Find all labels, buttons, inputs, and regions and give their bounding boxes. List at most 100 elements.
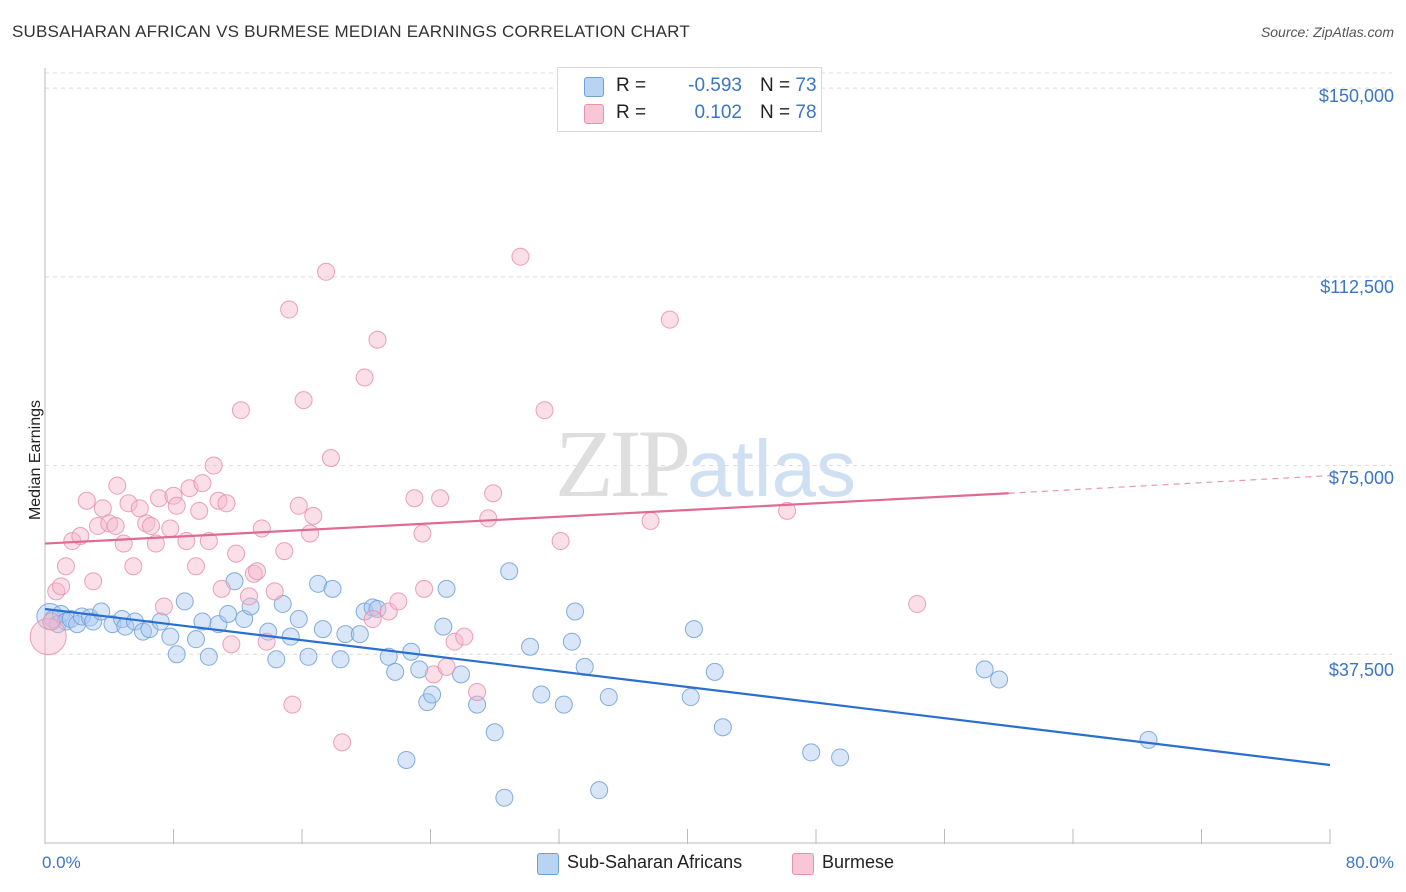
data-point-pink xyxy=(280,300,299,319)
data-point-blue xyxy=(802,743,821,762)
data-point-pink xyxy=(114,534,133,553)
data-point-pink xyxy=(551,532,570,551)
data-point-pink xyxy=(660,310,679,329)
data-point-pink xyxy=(204,456,223,475)
data-point-blue xyxy=(267,650,286,669)
data-point-blue xyxy=(705,662,724,681)
data-point-pink xyxy=(84,572,103,591)
axes xyxy=(44,68,1331,844)
data-point-pink xyxy=(379,602,398,621)
data-point-blue xyxy=(273,594,292,613)
data-point-blue xyxy=(323,579,342,598)
data-point-pink xyxy=(190,501,209,520)
data-point-pink xyxy=(321,449,340,467)
data-point-pink xyxy=(283,695,302,714)
y-tick-label-75000: $75,000 xyxy=(1328,468,1394,488)
data-point-blue xyxy=(590,781,609,800)
data-point-pink xyxy=(445,632,464,651)
data-point-pink xyxy=(289,496,308,515)
data-point-pink xyxy=(275,542,294,561)
data-point-pink xyxy=(89,516,108,535)
data-point-pink xyxy=(778,501,797,520)
legend-r-value: -0.593 xyxy=(688,75,742,96)
legend-r-label: R = xyxy=(616,102,647,123)
grid-lines xyxy=(45,72,1392,655)
data-point-pink xyxy=(93,499,112,518)
chart-title: SUBSAHARAN AFRICAN VS BURMESE MEDIAN EAR… xyxy=(12,22,690,41)
data-point-pink xyxy=(106,516,125,535)
data-point-pink xyxy=(484,484,503,503)
data-point-blue xyxy=(1139,730,1158,749)
data-point-pink xyxy=(244,564,263,583)
data-point-blue xyxy=(562,632,581,651)
data-point-pink xyxy=(186,557,205,576)
data-point-blue xyxy=(313,620,332,639)
data-point-blue xyxy=(975,660,994,679)
data-point-blue xyxy=(379,647,398,666)
data-point-pink xyxy=(437,657,456,676)
data-point-blue xyxy=(309,574,328,593)
data-point-pink xyxy=(124,557,143,576)
data-point-blue xyxy=(186,630,205,649)
data-point-pink xyxy=(248,562,267,581)
data-point-pink xyxy=(355,368,374,387)
legend-swatch-blue xyxy=(584,77,604,97)
series-layer xyxy=(29,247,1158,807)
data-point-pink xyxy=(333,733,352,752)
data-point-pink xyxy=(431,489,450,508)
data-point-pink xyxy=(212,579,231,598)
data-point-pink xyxy=(199,532,218,551)
data-point-blue xyxy=(452,665,471,684)
data-point-pink xyxy=(389,592,408,611)
data-point-blue xyxy=(350,625,369,644)
trend-extension-pink xyxy=(1008,475,1331,494)
data-point-blue xyxy=(199,647,218,666)
data-point-pink xyxy=(294,391,313,410)
data-point-pink xyxy=(142,516,161,535)
data-point-blue xyxy=(599,688,618,707)
data-point-pink xyxy=(227,544,246,563)
x-tick-label-max: 80.0% xyxy=(1345,853,1394,872)
y-tick-label-150000: $150,000 xyxy=(1318,86,1394,106)
data-point-pink xyxy=(368,330,387,349)
data-point-blue xyxy=(299,647,318,666)
data-point-pink xyxy=(479,509,498,528)
data-point-pink xyxy=(130,499,149,518)
data-point-pink xyxy=(265,582,284,601)
data-point-pink xyxy=(146,534,165,553)
y-tick-label-112500: $112,500 xyxy=(1320,277,1394,297)
trend-line-pink xyxy=(44,492,1009,545)
data-point-blue xyxy=(566,602,585,621)
x-tick-label-min: 0.0% xyxy=(42,853,81,872)
data-point-pink xyxy=(150,489,169,508)
data-point-pink xyxy=(56,557,75,576)
data-point-blue xyxy=(336,625,355,644)
data-point-blue xyxy=(397,750,416,769)
series-blue xyxy=(36,562,1158,807)
data-point-blue xyxy=(554,695,573,714)
data-point-pink xyxy=(413,524,432,543)
data-point-pink xyxy=(47,582,66,601)
legend-swatch-blue xyxy=(537,853,559,875)
data-point-pink xyxy=(363,610,382,629)
data-point-blue xyxy=(495,788,514,807)
watermark-zip: ZIP xyxy=(555,410,691,517)
data-point-pink xyxy=(455,627,474,646)
data-point-pink xyxy=(193,474,212,493)
source-label: Source: ZipAtlas.com xyxy=(1260,24,1394,40)
data-point-blue xyxy=(175,592,194,611)
data-point-pink xyxy=(468,683,487,702)
data-point-pink xyxy=(52,577,71,596)
data-point-pink xyxy=(231,401,250,420)
data-point-blue xyxy=(437,579,456,598)
series-pink xyxy=(29,247,927,752)
data-point-pink xyxy=(42,612,61,631)
trend-line-blue xyxy=(44,607,1331,767)
data-point-pink xyxy=(304,506,323,525)
legend-r-label: R = xyxy=(616,75,647,96)
data-point-pink xyxy=(415,579,434,598)
data-point-blue xyxy=(434,617,453,636)
data-point-pink xyxy=(119,494,138,513)
legend-label: Sub-Saharan Africans xyxy=(567,852,743,872)
data-point-blue xyxy=(684,620,703,639)
